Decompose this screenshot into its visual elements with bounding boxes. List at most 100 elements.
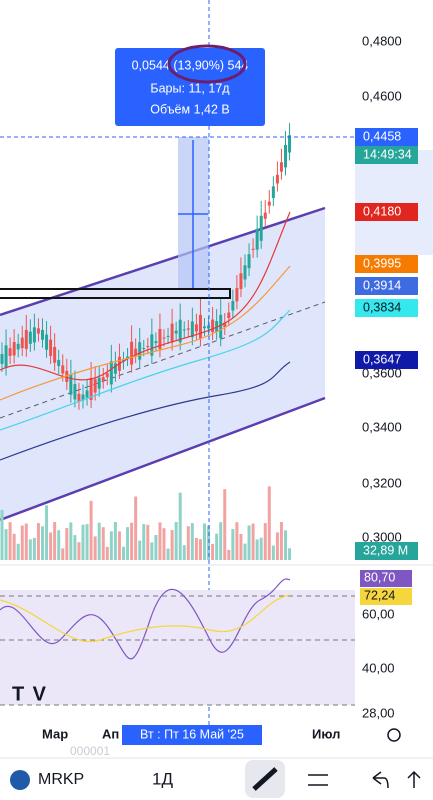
candle [251, 248, 255, 250]
settings-icon[interactable] [387, 728, 401, 742]
rsi-label: 60,00 [362, 606, 395, 621]
candle [97, 377, 101, 389]
share-icon[interactable] [407, 770, 421, 788]
volume-bar [259, 537, 263, 560]
price-badge [355, 255, 418, 273]
volume-bar [122, 546, 125, 560]
tooltip-line: Бары: 11, 17д [150, 81, 230, 95]
volume-bar [275, 532, 279, 560]
volume-bar [154, 535, 158, 560]
volume-bar [117, 531, 121, 560]
level-box [0, 288, 231, 299]
volume-bar [178, 492, 182, 560]
candle [154, 341, 158, 344]
candle [12, 342, 16, 356]
time-label: Мар [42, 726, 68, 741]
volume-bar [20, 525, 24, 560]
candle [130, 341, 134, 365]
volume-bar [182, 545, 186, 560]
candle [77, 393, 81, 402]
volume-bar [77, 542, 81, 560]
candle [109, 361, 113, 385]
candle [113, 363, 117, 374]
volume-bar [162, 528, 166, 560]
ma-navy [0, 361, 291, 461]
price-badge [355, 299, 418, 317]
candle [182, 329, 186, 331]
candle [28, 331, 32, 344]
rsi-line [0, 578, 291, 660]
candle [134, 348, 138, 356]
candle [231, 301, 235, 311]
interval[interactable]: 1Д [152, 769, 173, 788]
volume-bar [146, 524, 150, 560]
volume-bar [69, 522, 73, 560]
price-badge-text: 14:49:34 [363, 147, 412, 161]
rsi-badge-text: 72,24 [364, 588, 395, 602]
candle [203, 326, 206, 329]
price-badge-text: 0,3647 [363, 352, 401, 366]
candle [279, 162, 283, 172]
volume-bar [24, 523, 28, 560]
rsi-label: 40,00 [362, 660, 395, 675]
rsi-label: 28,00 [362, 705, 395, 720]
candle [0, 354, 4, 364]
volume-bar [166, 548, 170, 560]
volume-bar [81, 524, 85, 560]
volume-bar [93, 536, 97, 560]
volume-bar [239, 533, 243, 560]
volume-bar [247, 525, 251, 560]
time-label: Ап [102, 726, 119, 741]
price-label: 0,3200 [362, 475, 402, 490]
candle [207, 325, 211, 329]
candle [243, 265, 247, 280]
candle [93, 379, 97, 393]
candle [20, 337, 24, 349]
volume-bar [267, 486, 271, 560]
volume-bar [263, 523, 267, 560]
candle [32, 327, 36, 343]
volume-bar [89, 500, 93, 560]
symbol[interactable]: MRKP [38, 771, 84, 788]
volume-bar [16, 543, 20, 560]
volume-bar [198, 539, 202, 560]
volume-bar [130, 522, 134, 560]
volume-bar [36, 523, 40, 560]
volume-bar [113, 522, 117, 560]
volume-bar [271, 545, 275, 560]
time-cursor-box [122, 725, 262, 745]
volume-bar [158, 522, 162, 560]
volume-bar [57, 530, 61, 560]
candle [174, 330, 178, 334]
volume-bar [243, 543, 247, 560]
channel-mid [0, 301, 326, 419]
undo-icon[interactable] [372, 771, 389, 789]
volume-bar [65, 528, 69, 560]
volume-bar [41, 526, 44, 560]
price-badge [355, 542, 418, 560]
candle [215, 321, 219, 332]
candle [150, 334, 154, 356]
ruler-icon [252, 767, 278, 791]
candle [178, 319, 182, 343]
candle [138, 342, 142, 360]
candle [263, 212, 267, 219]
volume-bar [53, 522, 57, 560]
candle [219, 314, 223, 339]
volume-bar [109, 531, 113, 560]
volume-bar [0, 510, 4, 560]
volume-bar [215, 533, 219, 560]
symbol-icon[interactable] [10, 770, 30, 790]
candle [146, 345, 150, 347]
candle [49, 339, 53, 356]
rsi-pane [0, 590, 355, 705]
candle [158, 328, 162, 350]
tooltip-line: 0,0544 (13,90%) 544 [132, 58, 249, 72]
volume-bar [174, 522, 178, 560]
candle [247, 254, 251, 269]
volume-bar [194, 537, 198, 560]
candle [53, 346, 57, 363]
candle [61, 365, 65, 374]
ma-red [0, 211, 291, 381]
